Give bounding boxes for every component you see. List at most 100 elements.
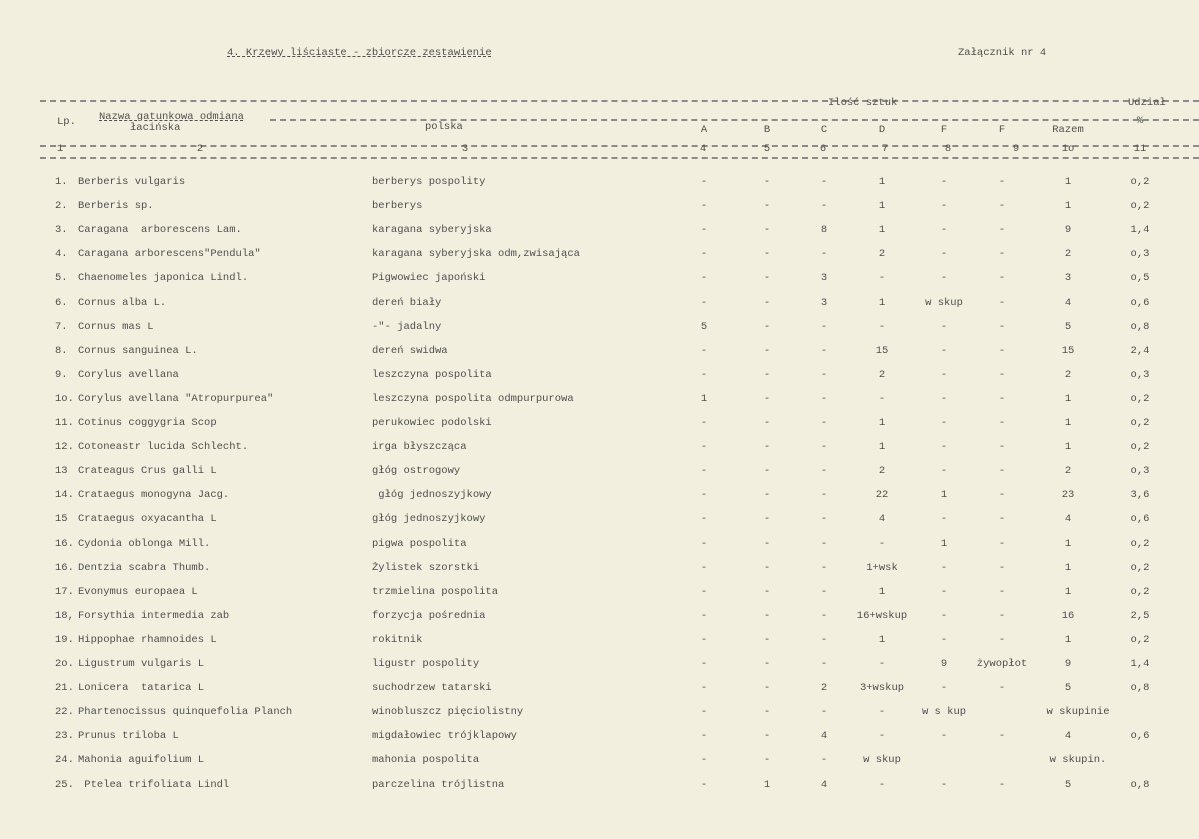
quantity-cell: - — [820, 513, 828, 526]
quantity-cell: 4 — [878, 513, 886, 526]
quantity-cell: 9 — [1064, 658, 1072, 670]
quantity-cell: - — [763, 585, 771, 598]
quantity-cell: - — [940, 368, 948, 381]
quantity-cell: - — [820, 344, 828, 357]
quantity-cell: - — [820, 537, 828, 550]
column-number: 1o — [1061, 143, 1075, 155]
quantity-cell: - — [763, 489, 771, 502]
quantity-cell: 2 — [878, 248, 886, 261]
quantity-cell: - — [820, 585, 828, 598]
row-number: 17. — [55, 585, 74, 598]
quantity-cell: 15 — [1061, 344, 1075, 357]
polish-name: winobluszcz pięciolistny — [372, 706, 524, 719]
quantity-cell: - — [820, 320, 828, 333]
quantity-cell: - — [820, 561, 828, 574]
quantity-cell: 1 — [1064, 585, 1072, 598]
row-number: 9. — [55, 368, 68, 381]
quantity-cell: - — [940, 248, 948, 261]
quantity-cell: o,2 — [1130, 585, 1150, 598]
quantity-cell: - — [763, 658, 771, 670]
quantity-cell: w skup — [863, 754, 901, 767]
quantity-cell: 1 — [1064, 537, 1072, 550]
quantity-cell: 1,4 — [1130, 658, 1150, 670]
quantity-cell: 1 — [763, 778, 771, 791]
row-number: 16. — [55, 561, 74, 574]
quantity-cell: - — [763, 417, 771, 429]
quantity-cell: o,2 — [1130, 417, 1150, 429]
latin-name: Prunus triloba L — [78, 730, 179, 743]
header-percent: % — [1136, 115, 1144, 127]
quantity-cell: - — [700, 513, 708, 526]
quantity-cell: 16+wskup — [856, 609, 908, 622]
polish-name: suchodrzew tatarski — [372, 682, 492, 695]
quantity-cell: 22 — [875, 489, 889, 502]
quantity-cell: - — [763, 706, 771, 719]
polish-name: dereń swidwa — [372, 344, 448, 357]
quantity-cell: w skupin. — [1049, 754, 1107, 767]
quantity-cell: 1 — [1064, 392, 1072, 405]
latin-name: Crataegus oxyacantha L — [78, 513, 217, 526]
quantity-cell: 1 — [1064, 633, 1072, 646]
quantity-cell: o,2 — [1130, 200, 1150, 213]
quantity-cell: - — [998, 224, 1006, 237]
quantity-cell: 1+wsk — [866, 561, 898, 574]
quantity-cell: 1 — [878, 585, 886, 598]
quantity-cell: - — [940, 513, 948, 526]
quantity-cell: o,2 — [1130, 176, 1150, 188]
quantity-cell: - — [820, 633, 828, 646]
row-number: 13 — [55, 465, 68, 478]
quantity-cell: 9 — [940, 658, 948, 670]
row-number: 16. — [55, 537, 74, 550]
latin-name: Chaenomeles japonica Lindl. — [78, 272, 249, 285]
quantity-cell: 1 — [878, 224, 886, 237]
row-number: 22. — [55, 706, 74, 719]
latin-name: Cornus alba L. — [78, 296, 167, 309]
quantity-cell: - — [700, 754, 708, 767]
polish-name: rokitnik — [372, 633, 423, 646]
column-number: 1 — [56, 143, 64, 155]
quantity-cell: 4 — [1064, 296, 1072, 309]
polish-name: berberys — [372, 200, 423, 213]
quantity-cell: - — [878, 658, 886, 670]
quantity-cell: 1 — [700, 392, 708, 405]
quantity-cell: - — [820, 489, 828, 502]
quantity-cell: 1 — [1064, 441, 1072, 454]
quantity-cell: - — [763, 200, 771, 213]
quantity-cell: - — [998, 248, 1006, 261]
quantity-cell: 1 — [1064, 200, 1072, 213]
quantity-cell: - — [763, 368, 771, 381]
quantity-cell: - — [998, 465, 1006, 478]
header-col: Razem — [1052, 124, 1084, 136]
quantity-cell: - — [998, 344, 1006, 357]
latin-name: Lonicera tatarica L — [78, 682, 205, 695]
quantity-cell: - — [820, 176, 828, 188]
row-number: 18, — [55, 609, 74, 622]
polish-name: głóg jednoszyjkowy — [372, 489, 492, 502]
quantity-cell: - — [820, 441, 828, 454]
divider — [40, 145, 1199, 147]
quantity-cell: - — [763, 176, 771, 188]
column-number: 3 — [461, 143, 469, 155]
header-col: F — [998, 124, 1006, 136]
column-number: 11 — [1133, 143, 1147, 155]
polish-name: -"- jadalny — [372, 320, 442, 333]
quantity-cell: w skup — [925, 296, 963, 309]
quantity-cell: 1 — [878, 417, 886, 429]
quantity-cell: - — [700, 465, 708, 478]
quantity-cell: - — [700, 176, 708, 188]
latin-name: Mahonia aguifolium L — [78, 754, 205, 767]
quantity-cell: 5 — [1064, 320, 1072, 333]
column-number: 8 — [944, 143, 952, 155]
quantity-cell: 4 — [1064, 513, 1072, 526]
divider — [40, 157, 1199, 159]
quantity-cell: o,2 — [1130, 537, 1150, 550]
polish-name: ligustr pospolity — [372, 658, 480, 670]
quantity-cell: - — [998, 392, 1006, 405]
row-number: 25. — [55, 778, 74, 791]
quantity-cell: - — [820, 658, 828, 670]
quantity-cell: - — [940, 176, 948, 188]
quantity-cell: - — [998, 609, 1006, 622]
polish-name: głóg jednoszyjkowy — [372, 513, 486, 526]
quantity-cell: 1 — [1064, 417, 1072, 429]
quantity-cell: 2 — [878, 465, 886, 478]
